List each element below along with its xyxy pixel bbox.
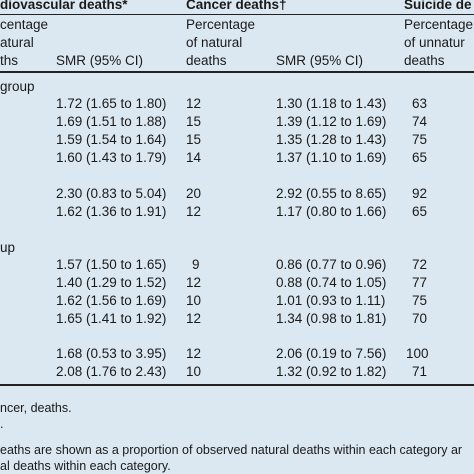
- cancer-smr-cell: 2.92 (0.55 to 8.65): [276, 186, 387, 201]
- cardio-pct-header-line2: atural: [0, 35, 34, 50]
- cancer-pct-cell: 12: [186, 346, 202, 361]
- suicide-pct-cell: 75: [412, 293, 428, 308]
- header-divider: [0, 14, 474, 15]
- suicide-pct-cell: 70: [412, 311, 428, 326]
- cardio-pct-header-line1: centage: [0, 17, 49, 32]
- suicide-pct-cell: 72: [412, 257, 428, 272]
- suicide-pct-cell: 71: [412, 364, 428, 379]
- cardio-smr-cell: 1.65 (1.41 to 1.92): [56, 311, 167, 326]
- cancer-pct-cell: 10: [186, 364, 202, 379]
- cardio-smr-header: SMR (95% CI): [56, 53, 144, 68]
- suicide-pct-header-line2: of unnatur: [404, 35, 465, 50]
- cardio-smr-cell: 1.69 (1.51 to 1.88): [56, 114, 167, 129]
- cancer-pct-cell: 14: [186, 150, 202, 165]
- cancer-pct-cell: 15: [186, 132, 202, 147]
- suicide-pct-header-line3: deaths: [404, 53, 445, 68]
- cancer-pct-cell: 15: [186, 114, 202, 129]
- cardio-smr-cell: 1.72 (1.65 to 1.80): [56, 96, 167, 111]
- cancer-smr-header: SMR (95% CI): [276, 53, 364, 68]
- cancer-smr-cell: 1.34 (0.98 to 1.81): [276, 311, 387, 326]
- cardio-smr-cell: 1.57 (1.50 to 1.65): [56, 257, 167, 272]
- cardio-smr-cell: 1.40 (1.29 to 1.52): [56, 275, 167, 290]
- cardio-pct-header-line3: ths: [0, 53, 19, 68]
- suicide-column-title: Suicide de: [404, 0, 472, 12]
- cancer-smr-cell: 1.32 (0.92 to 1.82): [276, 364, 387, 379]
- suicide-pct-header-line1: Percentage: [404, 17, 474, 32]
- header-bottom-rule: [0, 71, 474, 73]
- suicide-pct-cell: 75: [412, 132, 428, 147]
- cancer-smr-cell: 1.39 (1.12 to 1.69): [276, 114, 387, 129]
- group-label: group: [0, 79, 35, 94]
- footnote-line: ncer, deaths.: [0, 401, 72, 415]
- suicide-pct-cell: 65: [412, 150, 428, 165]
- footnote-line: eaths are shown as a proportion of obser…: [0, 443, 463, 457]
- cancer-smr-cell: 1.17 (0.80 to 1.66): [276, 204, 387, 219]
- cardio-smr-cell: 1.60 (1.43 to 1.79): [56, 150, 167, 165]
- cancer-smr-cell: 1.37 (1.10 to 1.69): [276, 150, 387, 165]
- cancer-smr-cell: 2.06 (0.19 to 7.56): [276, 346, 387, 361]
- footnote-line: .: [0, 417, 4, 431]
- footnote-line: al deaths within each category.: [0, 459, 171, 473]
- cardio-smr-cell: 1.68 (0.53 to 3.95): [56, 346, 167, 361]
- cancer-smr-cell: 0.88 (0.74 to 1.05): [276, 275, 387, 290]
- cardio-smr-cell: 1.62 (1.56 to 1.69): [56, 293, 167, 308]
- cancer-smr-cell: 1.30 (1.18 to 1.43): [276, 96, 387, 111]
- cardio-smr-cell: 2.08 (1.76 to 2.43): [56, 364, 167, 379]
- cancer-smr-cell: 0.86 (0.77 to 0.96): [276, 257, 387, 272]
- suicide-pct-cell: 65: [412, 204, 428, 219]
- suicide-pct-cell: 74: [412, 114, 428, 129]
- cancer-smr-cell: 1.35 (1.28 to 1.43): [276, 132, 387, 147]
- cancer-pct-cell: 12: [186, 275, 202, 290]
- cancer-column-title: Cancer deaths†: [186, 0, 287, 12]
- cancer-pct-cell: 10: [186, 293, 202, 308]
- group-label: up: [0, 240, 16, 255]
- suicide-pct-cell: 77: [412, 275, 428, 290]
- cancer-pct-header-line2: of natural: [186, 35, 243, 50]
- cardio-smr-cell: 2.30 (0.83 to 5.04): [56, 186, 167, 201]
- cancer-pct-cell: 12: [186, 311, 202, 326]
- suicide-pct-cell: 92: [412, 186, 428, 201]
- cardio-smr-cell: 1.59 (1.54 to 1.64): [56, 132, 167, 147]
- cancer-pct-header-line3: deaths: [186, 53, 227, 68]
- cardio-smr-cell: 1.62 (1.36 to 1.91): [56, 204, 167, 219]
- cancer-pct-cell: 20: [186, 186, 202, 201]
- cancer-pct-cell: 12: [186, 204, 202, 219]
- cancer-pct-cell: 9: [192, 257, 200, 272]
- suicide-pct-cell: 63: [412, 96, 428, 111]
- cancer-smr-cell: 1.01 (0.93 to 1.11): [276, 293, 386, 308]
- cancer-pct-header-line1: Percentage: [186, 17, 256, 32]
- cancer-pct-cell: 12: [186, 96, 202, 111]
- suicide-pct-cell: 100: [406, 346, 429, 361]
- table-bottom-rule: [0, 384, 474, 386]
- cardio-column-title: diovascular deaths*: [0, 0, 128, 12]
